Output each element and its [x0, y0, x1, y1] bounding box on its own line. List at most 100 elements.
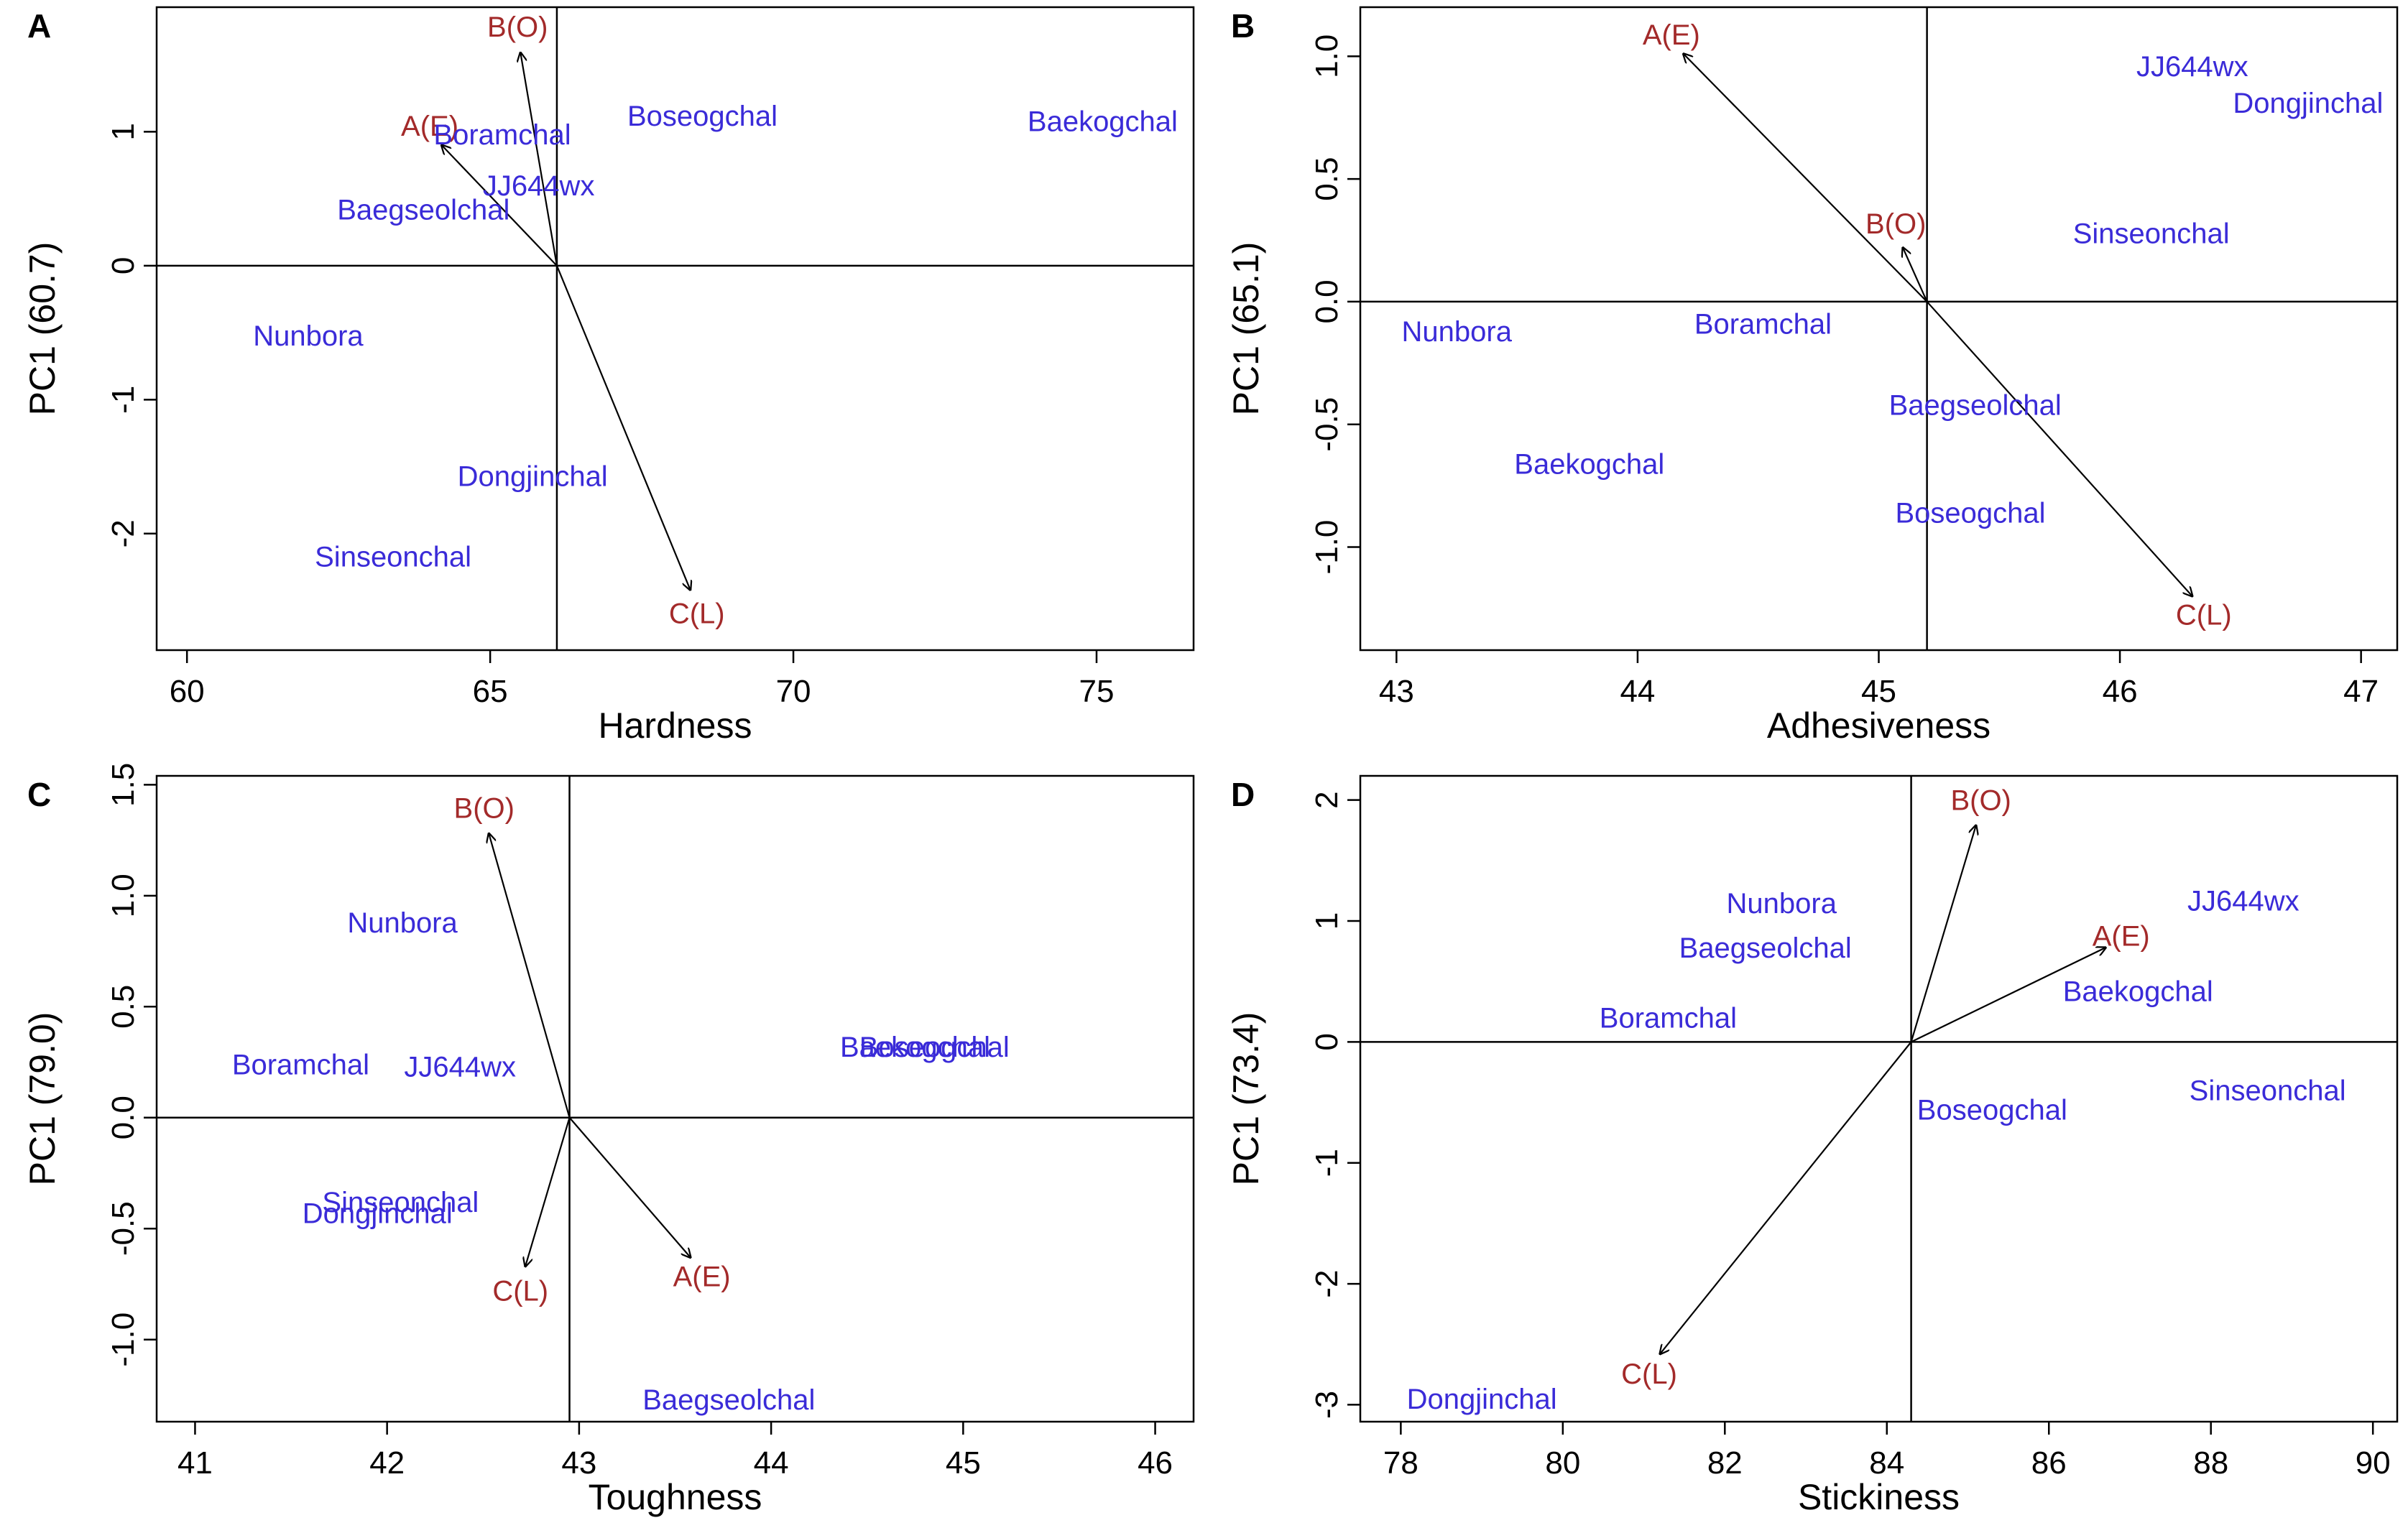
x-axis-title: Stickiness — [1798, 1477, 1960, 1517]
x-tick-label: 82 — [1707, 1445, 1743, 1481]
cultivar-label: Baekogchal — [1514, 448, 1664, 480]
y-tick-label: -2 — [106, 519, 141, 547]
y-tick-label: 0.0 — [1309, 279, 1344, 323]
y-tick-label: -0.5 — [1309, 397, 1344, 452]
y-axis-title: PC1 (65.1) — [1226, 242, 1266, 416]
cultivar-label: JJ644wx — [2136, 51, 2248, 83]
cultivar-label: Baekogchal — [1028, 106, 1178, 137]
x-tick-label: 46 — [1138, 1445, 1173, 1481]
y-tick-label: -2 — [1309, 1270, 1344, 1298]
x-tick-label: 75 — [1079, 674, 1115, 709]
cultivar-label: Sinseonchal — [2073, 218, 2230, 249]
x-tick-label: 88 — [2193, 1445, 2228, 1481]
factor-label: C(L) — [2176, 600, 2232, 631]
y-tick-label: 0 — [106, 257, 141, 274]
y-tick-label: 1 — [106, 123, 141, 140]
factor-label: A(E) — [1643, 19, 1700, 51]
x-tick-label: 47 — [2343, 674, 2379, 709]
factor-arrow — [1903, 248, 1928, 302]
panel-letter: A — [27, 7, 51, 45]
factor-label: B(O) — [487, 11, 548, 43]
cultivar-label: Nunbora — [253, 320, 364, 352]
factor-arrow — [1660, 1041, 1912, 1353]
factor-arrow — [1684, 54, 1928, 302]
panel-letter: B — [1231, 7, 1255, 45]
factor-arrow — [442, 145, 558, 267]
factor-label: A(E) — [2093, 920, 2150, 952]
factor-arrow — [520, 52, 558, 267]
factor-label: C(L) — [492, 1275, 548, 1307]
cultivar-label: Baegseolchal — [337, 195, 509, 226]
cultivar-label: JJ644wx — [2187, 885, 2299, 917]
cultivar-label: Sinseonchal — [315, 541, 471, 573]
x-tick-label: 41 — [177, 1445, 213, 1481]
x-tick-label: 70 — [776, 674, 811, 709]
factor-label: A(E) — [401, 111, 458, 142]
factor-label: B(O) — [454, 793, 515, 825]
factor-label: A(E) — [673, 1261, 731, 1293]
panel-d: 78 80 82 84 86 88 90 -3 -2 -1 0 1 2 Stickiness PC1 (73… — [1226, 774, 2399, 1517]
factor-arrow — [489, 833, 571, 1119]
x-tick-label: 43 — [1379, 674, 1414, 709]
y-tick-label: 1.0 — [106, 874, 141, 917]
x-axis-title: Adhesiveness — [1767, 705, 1990, 746]
factor-arrow — [1926, 301, 2192, 596]
factor-arrow — [568, 1117, 691, 1258]
cultivar-label: Dongjinchal — [1407, 1384, 1557, 1415]
factor-label: C(L) — [1621, 1358, 1677, 1390]
cultivar-label: JJ644wx — [483, 170, 595, 202]
y-tick-label: 0 — [1309, 1033, 1344, 1050]
panel-c: 41 42 43 44 45 46 -1.0 -0.5 0.0 0.5 1.0 1.5 Toughnes… — [22, 763, 1195, 1517]
cultivar-label: Baekogchal — [2063, 976, 2213, 1008]
y-axis-title: PC1 (73.4) — [1226, 1012, 1266, 1186]
y-tick-label: 1 — [1309, 912, 1344, 930]
cultivar-label: Boramchal — [232, 1050, 369, 1081]
panel-a: 60 65 70 75 -2 -1 0 1 Hardness PC1 (60.7) A B(O) A(E… — [22, 6, 1195, 746]
y-axis-title: PC1 (60.7) — [22, 242, 63, 416]
cultivar-label: Sinseonchal — [322, 1187, 479, 1218]
cultivar-label: Baekogchal — [840, 1032, 990, 1063]
factor-arrow — [1910, 825, 1976, 1042]
cultivar-label: Nunbora — [347, 907, 458, 939]
x-tick-label: 43 — [561, 1445, 596, 1481]
x-axis-title: Toughness — [589, 1477, 762, 1517]
x-tick-label: 45 — [946, 1445, 981, 1481]
cultivar-label: JJ644wx — [404, 1052, 516, 1083]
panel-letter: D — [1231, 776, 1255, 813]
panel-b: 43 44 45 46 47 -1.0 -0.5 0.0 0.5 1.0 Adhesiveness P… — [1226, 6, 2399, 746]
y-tick-label: -1 — [1309, 1149, 1344, 1177]
x-tick-label: 78 — [1383, 1445, 1418, 1481]
cultivar-label: Boseogchal — [859, 1032, 1010, 1063]
y-tick-label: -1.0 — [106, 1312, 141, 1367]
y-axis-title: PC1 (79.0) — [22, 1012, 63, 1186]
x-tick-label: 45 — [1861, 674, 1896, 709]
factor-label: C(L) — [669, 598, 725, 629]
y-tick-label: 0.5 — [106, 985, 141, 1029]
x-tick-label: 44 — [754, 1445, 789, 1481]
cultivar-label: Boramchal — [1600, 1003, 1737, 1034]
x-tick-label: 86 — [2031, 1445, 2067, 1481]
x-tick-label: 42 — [369, 1445, 405, 1481]
y-tick-label: 0.0 — [106, 1096, 141, 1139]
y-tick-label: 2 — [1309, 791, 1344, 808]
y-tick-label: 1.5 — [106, 763, 141, 807]
cultivar-label: Baegseolchal — [1679, 932, 1852, 964]
cultivar-label: Nunbora — [1727, 888, 1837, 920]
y-tick-label: -1 — [106, 386, 141, 414]
factor-label: B(O) — [1950, 785, 2011, 817]
factor-arrow — [555, 265, 691, 590]
plot-frame — [155, 774, 1195, 1423]
cultivar-label: Boseogchal — [1917, 1095, 2067, 1126]
y-tick-label: -0.5 — [106, 1201, 141, 1256]
factor-arrow — [525, 1117, 571, 1267]
x-tick-label: 84 — [1869, 1445, 1904, 1481]
cultivar-label: Baegseolchal — [642, 1384, 815, 1416]
plot-frame — [155, 6, 1195, 652]
cultivar-label: Boseogchal — [627, 101, 778, 132]
cultivar-label: Dongjinchal — [303, 1198, 453, 1230]
y-tick-label: 0.5 — [1309, 157, 1344, 201]
factor-arrow — [1911, 948, 2106, 1043]
y-tick-label: -1.0 — [1309, 520, 1344, 575]
cultivar-label: Nunbora — [1402, 316, 1513, 348]
